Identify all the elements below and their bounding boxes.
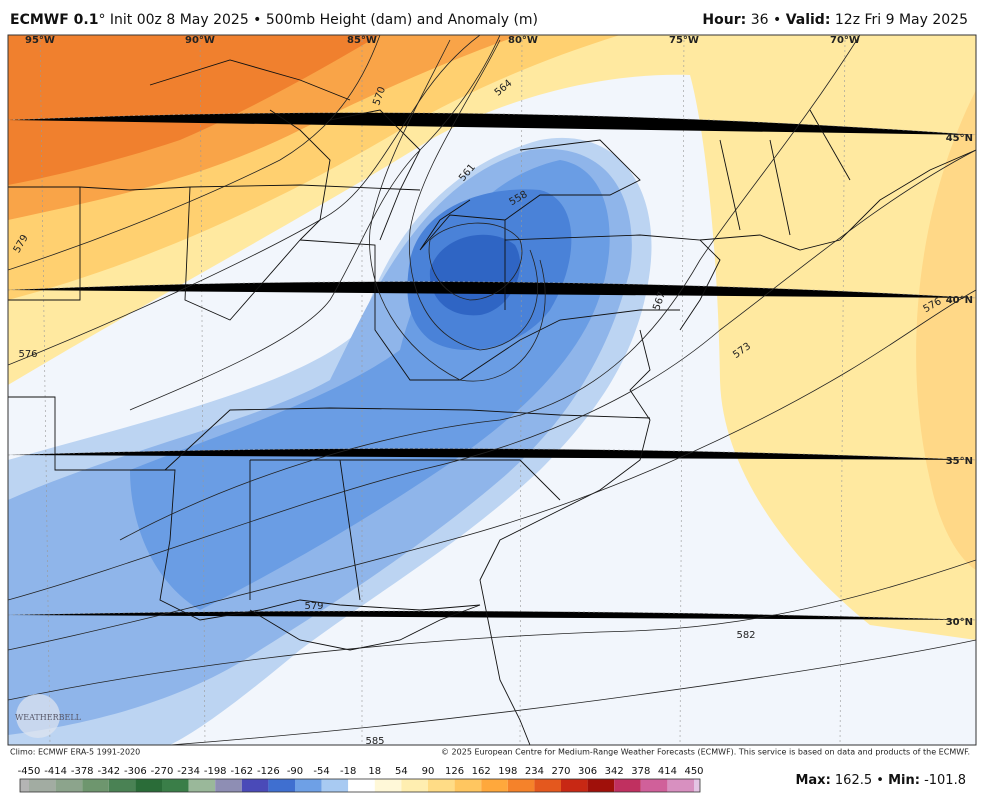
valid-label: Valid:: [786, 12, 831, 28]
colorbar-segment: [481, 779, 508, 792]
colorbar-tick-label: -54: [313, 766, 329, 777]
colorbar-segment: [640, 779, 668, 792]
colorbar-segment: [667, 779, 694, 792]
valid: 12z Fri 9 May 2025: [835, 12, 968, 28]
colorbar-segment: [162, 779, 189, 792]
colorbar-tick-label: -414: [44, 766, 67, 777]
model: ECMWF 0.1: [10, 12, 98, 28]
colorbar-segment: [428, 779, 455, 792]
header-right: Hour: 36 • Valid: 12z Fri 9 May 2025: [702, 12, 968, 28]
colorbar-segment: [295, 779, 322, 792]
colorbar-segment: [454, 779, 482, 792]
min: -101.8: [924, 773, 966, 788]
colorbar-tick-label: -450: [18, 766, 41, 777]
max-label: Max:: [795, 773, 830, 788]
colorbar-segment: [561, 779, 588, 792]
colorbar-segment: [55, 779, 83, 792]
longitude-label: 75°W: [669, 35, 699, 46]
colorbar: -450 -414 -378 -342 -306 -270 -234 -198 -162 -126…: [18, 766, 704, 793]
colorbar-tick-label: 162: [472, 766, 491, 777]
separator: •: [876, 773, 884, 788]
colorbar-tick-label: -18: [340, 766, 356, 777]
map-frame: [7, 34, 977, 746]
longitude-label: 80°W: [508, 35, 538, 46]
climo-note: Climo: ECMWF ERA-5 1991-2020: [10, 748, 140, 757]
colorbar-tick-label: 306: [578, 766, 597, 777]
anomaly-pos-5: [916, 90, 976, 570]
map: 95°W 90°W 85°W 80°W 75°W 70°W 45°N 40°N …: [7, 34, 977, 747]
colorbar-segment: [29, 779, 56, 792]
latitude-label: 35°N: [946, 456, 973, 467]
colorbar-tick-label: -306: [124, 766, 147, 777]
colorbar-tick-label: 234: [525, 766, 544, 777]
colorbar-segment: [694, 779, 700, 792]
latitude-label: 45°N: [946, 133, 973, 144]
latitude-label: 30°N: [946, 617, 973, 628]
colorbar-tick-label: -234: [177, 766, 200, 777]
colorbar-tick-label: -270: [151, 766, 174, 777]
colorbar-tick-label: 414: [658, 766, 677, 777]
colorbar-tick-label: 126: [445, 766, 464, 777]
colorbar-segment: [587, 779, 615, 792]
contour-label: 585: [365, 736, 384, 747]
graticule: [8, 35, 976, 745]
logo: WEATHERBELL: [15, 713, 82, 722]
hour: 36: [751, 12, 769, 28]
colorbar-segment: [348, 779, 375, 792]
height-contours: [8, 35, 976, 745]
hour-label: Hour:: [702, 12, 746, 28]
colorbar-segment: [241, 779, 269, 792]
colorbar-segment: [82, 779, 109, 792]
separator: •: [773, 12, 781, 28]
colorbar-segment: [20, 779, 29, 792]
max: 162.5: [835, 773, 872, 788]
copyright: © 2025 European Centre for Medium-Range …: [441, 748, 970, 757]
colorbar-tick-label: -162: [230, 766, 253, 777]
degree: °: [98, 12, 105, 28]
colorbar-tick-label: 54: [395, 766, 408, 777]
colorbar-tick-label: 18: [368, 766, 381, 777]
colorbar-segment: [401, 779, 428, 792]
colorbar-segment: [374, 779, 402, 792]
colorbar-tick-label: 270: [551, 766, 570, 777]
colorbar-segment: [507, 779, 535, 792]
min-label: Min:: [888, 773, 920, 788]
longitude-label: 85°W: [347, 35, 377, 46]
colorbar-frame: [19, 778, 701, 793]
colorbar-segment: [321, 779, 349, 792]
contour-label: 582: [736, 630, 755, 641]
colorbar-tick-label: 342: [605, 766, 624, 777]
longitude-label: 95°W: [25, 35, 55, 46]
colorbar-tick-label: 450: [684, 766, 703, 777]
colorbar-tick-label: 198: [498, 766, 517, 777]
colorbar-tick-label: -198: [204, 766, 227, 777]
colorbar-tick-label: -90: [287, 766, 303, 777]
contour-label: 576: [18, 349, 37, 360]
logo-badge: [16, 694, 60, 738]
colorbar-segment: [534, 779, 561, 792]
colorbar-tick-label: 378: [631, 766, 650, 777]
colorbar-tick-label: -378: [71, 766, 94, 777]
borders: [8, 59, 976, 745]
colorbar-tick-label: 90: [422, 766, 435, 777]
contour-label: 579: [304, 601, 323, 612]
max-min: Max: 162.5 • Min: -101.8: [795, 773, 966, 788]
longitude-label: 70°W: [830, 35, 860, 46]
anomaly-neg-5: [429, 234, 521, 316]
header-left: ECMWF 0.1° Init 00z 8 May 2025 • 500mb H…: [10, 12, 538, 28]
colorbar-segment: [614, 779, 641, 792]
longitude-label: 90°W: [185, 35, 215, 46]
colorbar-segment: [108, 779, 136, 792]
latitude-label: 40°N: [946, 295, 973, 306]
colorbar-segment: [188, 779, 216, 792]
colorbar-segment: [268, 779, 295, 792]
colorbar-segment: [215, 779, 242, 792]
colorbar-tick-label: -342: [97, 766, 120, 777]
description: Init 00z 8 May 2025 • 500mb Height (dam)…: [110, 12, 538, 28]
anomaly-pos-4: [8, 35, 380, 185]
colorbar-tick-label: -126: [257, 766, 280, 777]
colorbar-segment: [135, 779, 162, 792]
